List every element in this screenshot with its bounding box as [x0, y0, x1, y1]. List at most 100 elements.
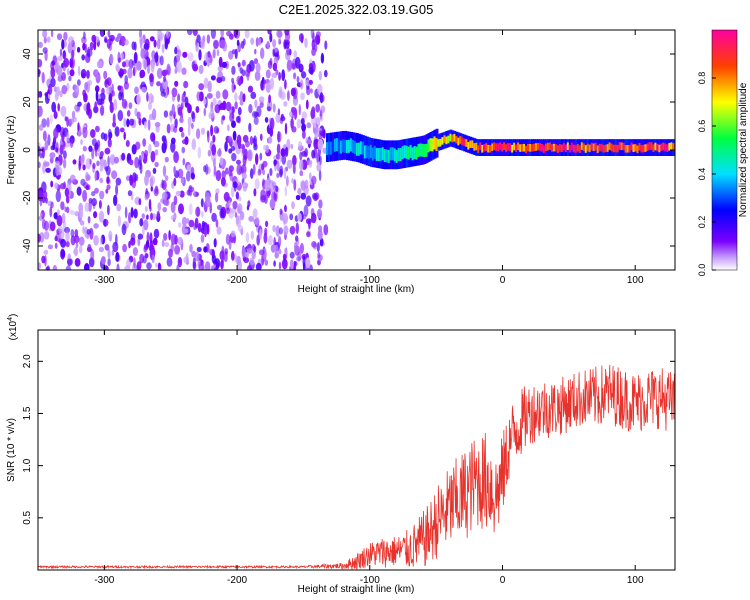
noise-blob [55, 190, 61, 203]
noise-blob [173, 151, 180, 163]
noise-blob [134, 60, 138, 73]
noise-blob [57, 103, 60, 112]
noise-blob [83, 92, 88, 103]
noise-blob [219, 102, 226, 111]
noise-blob [148, 102, 152, 111]
noise-blob [301, 111, 308, 120]
noise-blob [210, 124, 214, 137]
noise-blob [308, 67, 314, 74]
noise-blob [236, 164, 242, 176]
noise-blob [220, 259, 224, 270]
noise-blob [300, 92, 305, 101]
ridge-core [592, 143, 596, 152]
noise-blob [297, 251, 302, 262]
ridge-core [407, 146, 411, 160]
ridge-core [664, 143, 668, 152]
ridge-core [598, 143, 602, 152]
noise-blob [200, 211, 204, 218]
noise-blob [109, 86, 112, 93]
noise-blob [123, 81, 129, 90]
noise-blob [231, 81, 236, 93]
noise-blob [153, 39, 157, 48]
ridge-core [403, 145, 407, 159]
noise-blob [139, 37, 143, 50]
noise-blob [58, 229, 65, 240]
noise-blob [279, 165, 284, 176]
noise-blob [46, 265, 50, 270]
noise-blob [80, 139, 83, 145]
noise-blob [260, 133, 263, 141]
noise-blob [144, 206, 148, 212]
noise-blob [88, 145, 93, 152]
noise-blob [217, 65, 223, 72]
colorbar-tick-label: 0.6 [697, 120, 707, 133]
ridge-core [531, 144, 534, 152]
ridge-core [427, 139, 431, 153]
noise-blob [234, 253, 237, 262]
noise-blob [74, 85, 80, 97]
noise-blob [177, 93, 181, 103]
noise-blob [65, 231, 70, 242]
noise-blob [169, 110, 173, 117]
noise-blob [272, 62, 278, 72]
ridge-core [473, 143, 477, 151]
noise-blob [236, 39, 240, 47]
noise-blob [87, 243, 92, 252]
ridge-core [533, 143, 536, 152]
noise-blob [157, 262, 161, 269]
noise-blob [156, 81, 161, 87]
noise-blob [317, 229, 323, 241]
noise-blob [212, 259, 218, 265]
noise-blob [277, 130, 280, 143]
ridge-core [347, 139, 351, 153]
noise-blob [183, 80, 189, 89]
ridge-core [477, 145, 481, 153]
noise-blob [71, 43, 76, 52]
noise-blob [284, 122, 288, 135]
noise-blob [324, 69, 328, 78]
noise-blob [106, 184, 111, 190]
ridge-core [459, 136, 463, 144]
noise-blob [68, 36, 75, 45]
colorbar-ticks: 0.0 0.2 0.4 0.6 0.8 [697, 72, 716, 276]
noise-blob [280, 148, 286, 157]
ridge-core [507, 143, 511, 151]
noise-blob [241, 172, 247, 180]
noise-blob [212, 49, 216, 59]
noise-blob [136, 261, 142, 270]
noise-blob [92, 162, 96, 169]
noise-blob [103, 70, 108, 80]
noise-blob [282, 253, 287, 261]
noise-blob [185, 252, 189, 263]
noise-blob [148, 143, 152, 154]
noise-blob [260, 47, 265, 60]
noise-blob [119, 39, 122, 46]
noise-blob [54, 147, 59, 153]
noise-blob [138, 198, 142, 206]
noise-blob [155, 262, 158, 268]
noise-blob [96, 98, 103, 106]
noise-blob [255, 262, 262, 270]
y-tick-label: 1.5 [22, 406, 33, 420]
noise-blob [95, 89, 99, 102]
noise-blob [276, 30, 283, 38]
ridge-core [413, 146, 417, 159]
ridge-core [417, 143, 421, 157]
noise-blob [265, 144, 270, 154]
noise-blob [150, 150, 156, 163]
noise-blob [306, 231, 311, 238]
noise-blob [76, 186, 82, 196]
noise-blob [238, 196, 242, 202]
noise-blob [315, 31, 321, 38]
bottom-plot-frame [37, 329, 676, 571]
noise-blob [210, 75, 216, 81]
noise-blob [116, 203, 122, 212]
ridge-core [602, 145, 606, 153]
noise-blob [308, 172, 312, 180]
noise-blob [154, 149, 159, 156]
noise-blob [77, 122, 80, 132]
noise-blob [51, 101, 57, 113]
noise-blob [195, 106, 200, 113]
noise-blob [279, 208, 283, 215]
ridge-core [644, 144, 648, 152]
